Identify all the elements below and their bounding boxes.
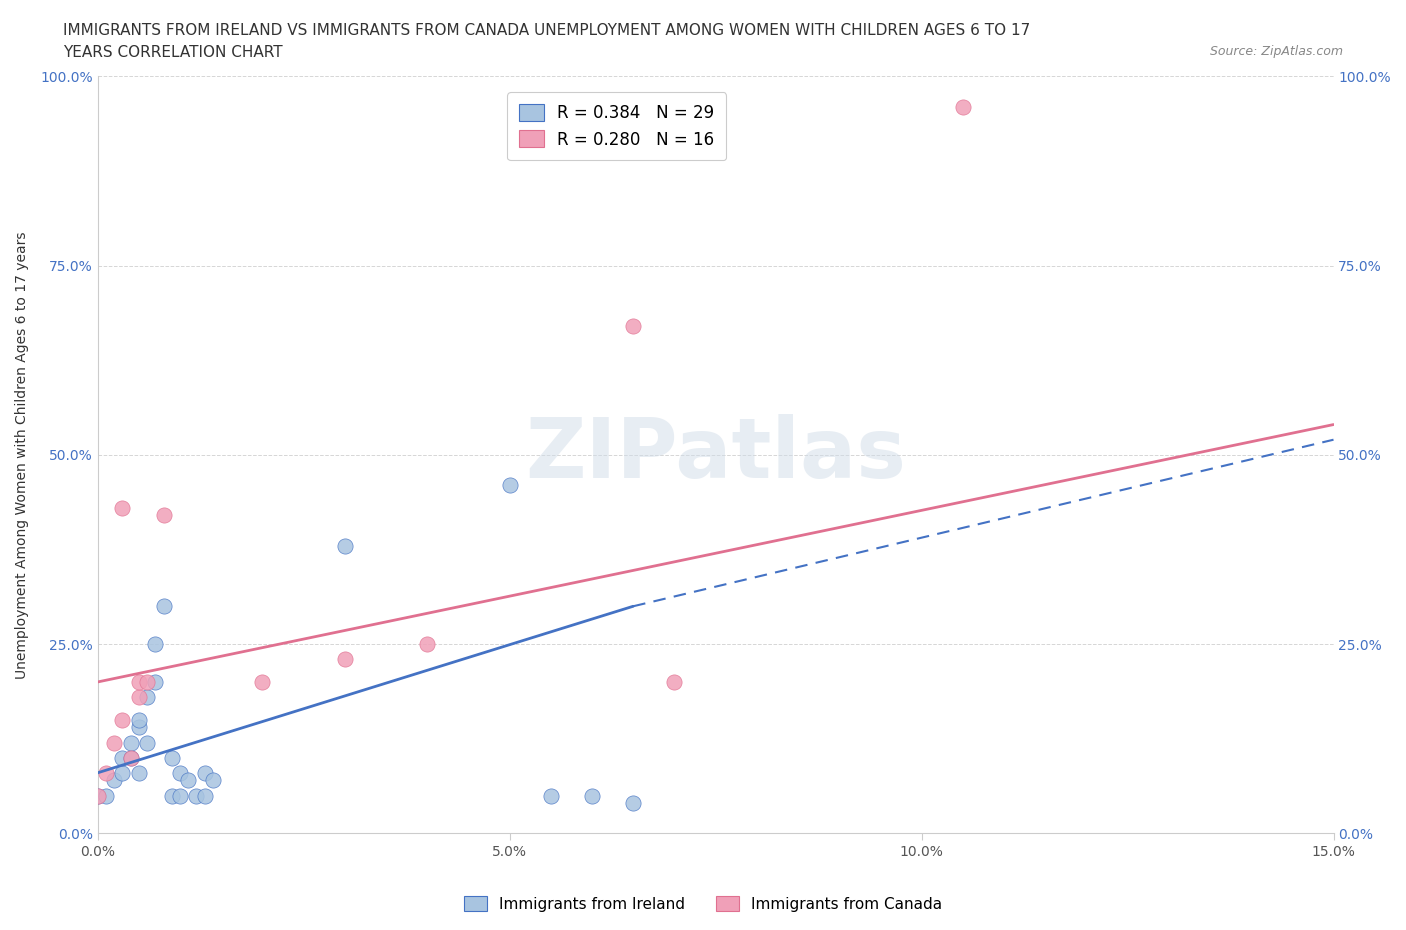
Immigrants from Ireland bbox=[621, 796, 644, 811]
Immigrants from Canada bbox=[111, 500, 134, 515]
Immigrants from Ireland bbox=[540, 788, 562, 803]
Immigrants from Ireland bbox=[128, 712, 150, 727]
Immigrants from Ireland bbox=[120, 751, 142, 765]
Immigrants from Ireland bbox=[94, 788, 117, 803]
Immigrants from Ireland bbox=[86, 788, 108, 803]
Immigrants from Ireland bbox=[169, 765, 191, 780]
Immigrants from Canada bbox=[152, 508, 174, 523]
Immigrants from Canada bbox=[94, 765, 117, 780]
Legend: R = 0.384   N = 29, R = 0.280   N = 16: R = 0.384 N = 29, R = 0.280 N = 16 bbox=[508, 92, 725, 160]
Immigrants from Canada bbox=[120, 751, 142, 765]
Text: Source: ZipAtlas.com: Source: ZipAtlas.com bbox=[1209, 45, 1343, 58]
Immigrants from Ireland bbox=[143, 637, 166, 652]
Immigrants from Ireland bbox=[498, 478, 520, 493]
Legend: Immigrants from Ireland, Immigrants from Canada: Immigrants from Ireland, Immigrants from… bbox=[458, 889, 948, 918]
Immigrants from Ireland bbox=[143, 674, 166, 689]
Y-axis label: Unemployment Among Women with Children Ages 6 to 17 years: Unemployment Among Women with Children A… bbox=[15, 231, 30, 679]
Immigrants from Ireland bbox=[111, 765, 134, 780]
Immigrants from Ireland bbox=[201, 773, 224, 788]
Immigrants from Ireland bbox=[152, 599, 174, 614]
Immigrants from Canada bbox=[128, 674, 150, 689]
Immigrants from Ireland bbox=[186, 788, 208, 803]
Immigrants from Canada bbox=[621, 319, 644, 334]
Immigrants from Canada bbox=[103, 735, 125, 750]
Immigrants from Ireland bbox=[103, 773, 125, 788]
Immigrants from Canada bbox=[252, 674, 274, 689]
Immigrants from Canada bbox=[111, 712, 134, 727]
Immigrants from Ireland bbox=[136, 735, 159, 750]
Immigrants from Ireland bbox=[581, 788, 603, 803]
Immigrants from Canada bbox=[128, 690, 150, 705]
Immigrants from Canada bbox=[952, 100, 974, 114]
Immigrants from Ireland bbox=[194, 765, 217, 780]
Immigrants from Canada bbox=[86, 788, 108, 803]
Immigrants from Ireland bbox=[177, 773, 200, 788]
Immigrants from Ireland bbox=[160, 751, 183, 765]
Text: ZIPatlas: ZIPatlas bbox=[524, 415, 905, 496]
Immigrants from Ireland bbox=[120, 735, 142, 750]
Immigrants from Ireland bbox=[333, 538, 356, 553]
Text: YEARS CORRELATION CHART: YEARS CORRELATION CHART bbox=[63, 45, 283, 60]
Immigrants from Ireland bbox=[169, 788, 191, 803]
Immigrants from Ireland bbox=[160, 788, 183, 803]
Immigrants from Ireland bbox=[128, 720, 150, 735]
Immigrants from Ireland bbox=[111, 751, 134, 765]
Immigrants from Ireland bbox=[136, 690, 159, 705]
Immigrants from Ireland bbox=[128, 765, 150, 780]
Text: IMMIGRANTS FROM IRELAND VS IMMIGRANTS FROM CANADA UNEMPLOYMENT AMONG WOMEN WITH : IMMIGRANTS FROM IRELAND VS IMMIGRANTS FR… bbox=[63, 23, 1031, 38]
Immigrants from Canada bbox=[333, 652, 356, 667]
Immigrants from Canada bbox=[416, 637, 439, 652]
Immigrants from Canada bbox=[664, 674, 686, 689]
Immigrants from Ireland bbox=[194, 788, 217, 803]
Immigrants from Canada bbox=[136, 674, 159, 689]
